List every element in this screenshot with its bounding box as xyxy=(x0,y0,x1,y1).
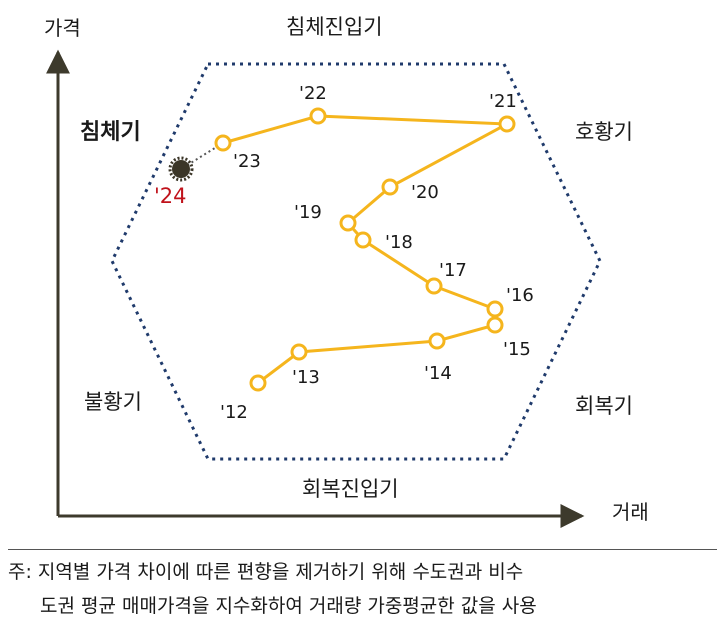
marker-2012 xyxy=(249,374,267,392)
marker-2020 xyxy=(381,178,399,196)
phase-right-lower: 회복기 xyxy=(575,394,633,418)
year-label-21: '21 xyxy=(489,91,517,112)
cycle-hexagon xyxy=(110,62,602,461)
phase-left-upper: 침체기 xyxy=(80,120,141,145)
phase-right-upper: 호황기 xyxy=(575,120,633,144)
year-label-22: '22 xyxy=(299,83,327,104)
year-label-23: '23 xyxy=(233,151,261,172)
market-cycle-diagram xyxy=(46,49,602,528)
note-line-1: 주: 지역별 가격 차이에 따른 편향을 제거하기 위해 수도권과 비수 xyxy=(8,561,524,583)
year-label-14: '14 xyxy=(424,363,452,384)
y-axis-label: 가격 xyxy=(44,16,81,40)
phase-bottom: 회복진입기 xyxy=(302,477,399,501)
year-label-16: '16 xyxy=(506,285,534,306)
marker-2022 xyxy=(309,107,327,125)
marker-2018 xyxy=(354,231,372,249)
note-line-2: 도권 평균 매매가격을 지수화하여 거래량 가중평균한 값을 사용 xyxy=(40,595,537,617)
marker-2014 xyxy=(428,332,446,350)
cycle-path-line xyxy=(222,114,513,385)
year-label-24: '24 xyxy=(154,184,187,208)
x-axis-label: 거래 xyxy=(612,500,649,524)
year-label-20: '20 xyxy=(411,182,439,203)
marker-2017 xyxy=(425,277,443,295)
marker-2015 xyxy=(486,316,504,334)
marker-2023 xyxy=(214,134,232,152)
marker-2024 xyxy=(168,156,194,182)
phase-left-lower: 불황기 xyxy=(84,390,142,414)
year-label-17: '17 xyxy=(439,260,467,281)
year-label-15: '15 xyxy=(503,339,531,360)
phase-top: 침체진입기 xyxy=(286,15,383,39)
year-label-13: '13 xyxy=(292,367,320,388)
marker-2019 xyxy=(339,214,357,232)
marker-2016 xyxy=(486,300,504,318)
year-label-19: '19 xyxy=(294,202,322,223)
marker-2013 xyxy=(290,343,308,361)
note-divider xyxy=(8,549,717,550)
year-label-12: '12 xyxy=(220,402,248,423)
year-label-18: '18 xyxy=(385,232,413,253)
marker-2021 xyxy=(498,115,516,133)
